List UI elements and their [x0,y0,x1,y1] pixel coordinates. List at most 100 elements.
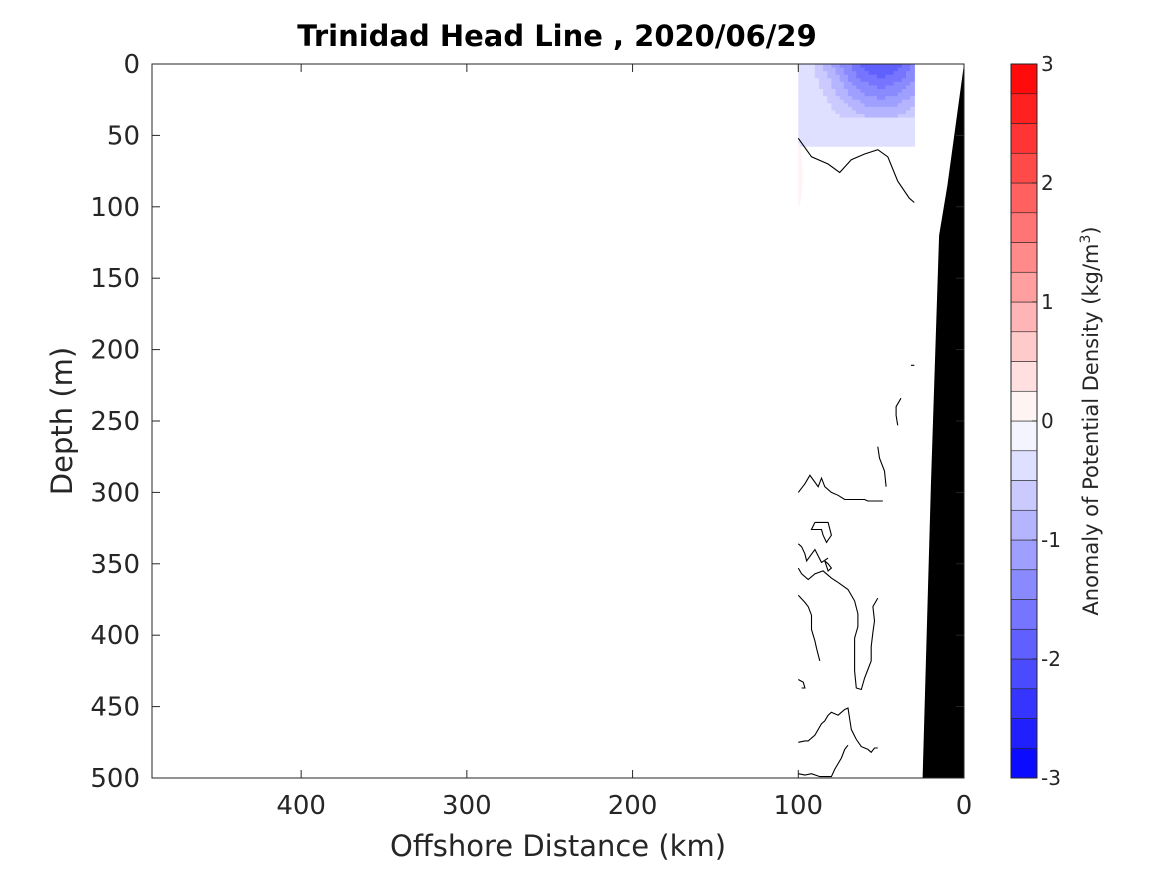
field-cell [802,131,808,136]
x-tick-label: 200 [608,791,658,821]
field-cell [852,142,857,147]
field-cell [872,88,878,94]
field-cell [843,135,849,140]
field-cell [860,121,866,126]
field-cell [835,71,841,76]
y-tick-label: 50 [107,121,140,151]
field-cell [856,99,862,104]
field-cell [852,131,857,136]
field-cell [848,96,853,101]
field-cell [848,103,853,108]
field-cell [877,142,882,147]
field-cell [819,96,824,101]
field-cell [814,81,820,87]
field-cell [906,74,911,79]
field-cell [843,131,849,136]
field-cell [798,103,804,108]
field-cell [802,110,808,115]
field-cell [831,124,837,129]
field-cell [889,131,895,136]
field-cell [881,117,886,122]
field-cell [856,138,862,144]
field-cell [835,135,841,140]
field-cell [823,124,828,129]
field-cell [806,96,812,101]
field-cell [839,128,845,133]
field-cell [897,138,903,144]
field-cell [889,106,895,112]
field-cell [906,103,911,108]
field-cell [901,96,907,101]
field-cell [881,67,886,72]
field-cell [823,131,828,136]
field-cell [906,128,911,133]
colorbar-segment [1010,450,1038,481]
zero-contour-line [797,474,883,502]
field-cell [827,128,833,133]
field-cell [885,85,891,90]
field-cell [860,64,866,69]
field-cell [843,106,849,112]
field-cell [885,135,891,140]
field-cell [839,74,845,79]
field-cell [831,88,837,94]
field-cell [843,78,849,83]
field-cell [877,64,882,69]
field-cell [823,99,828,104]
field-cell [823,81,828,87]
field-cell [897,131,903,136]
field-cell [814,85,820,90]
field-cell [868,110,874,115]
field-cell [802,64,808,69]
field-cell [798,74,804,79]
field-cell [889,121,895,126]
field-cell [897,135,903,140]
field-cell [893,96,899,101]
field-cell [860,92,866,97]
field-cell [872,99,878,104]
field-cell [819,74,824,79]
field-cell [802,113,808,119]
field-cell [910,138,915,144]
field-cell [906,106,911,112]
field-cell [810,88,816,94]
field-cell [877,88,882,94]
field-cell [843,96,849,101]
field-cell [848,124,853,129]
field-cell [881,88,886,94]
field-cell [839,78,845,83]
field-cell [906,121,911,126]
field-cell [889,117,895,122]
field-cell [872,96,878,101]
field-cell [806,78,812,83]
field-cell [856,85,862,90]
field-cell [806,85,812,90]
field-cell [864,92,870,97]
field-cell [860,128,866,133]
field-cell [897,142,903,147]
field-cell [810,138,816,144]
field-cell [827,138,833,144]
field-cell [860,124,866,129]
field-cell [802,106,808,112]
field-cell [839,67,845,72]
field-cell [843,64,849,69]
field-cell [868,103,874,108]
field-cell [810,113,816,119]
field-cell [843,138,849,144]
field-cell [881,103,886,108]
field-cell [906,99,911,104]
field-cell [872,81,878,87]
field-cell [872,131,878,136]
field-cell [877,78,882,83]
field-cell [823,96,828,101]
field-cell [910,128,915,133]
field-cell [819,121,824,126]
field-cell [852,81,857,87]
y-axis-label: Depth (m) [45,347,79,495]
field-cell [814,142,820,147]
field-cell [819,131,824,136]
field-cell [810,106,816,112]
zero-contour-line [797,567,879,691]
field-cell [860,106,866,112]
